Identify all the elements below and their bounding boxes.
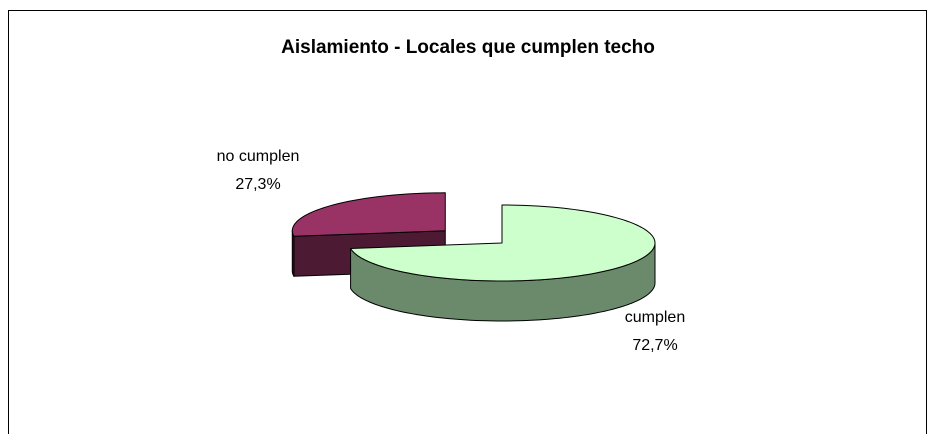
slice-value-label: 27,3% (235, 176, 280, 193)
slice-wall (291, 230, 295, 277)
slice-label: no cumplen (217, 148, 300, 165)
slice-value-label: 72,7% (632, 337, 677, 354)
slice-label: cumplen (625, 309, 685, 326)
slice (291, 192, 446, 237)
chart-title: Aislamiento - Locales que cumplen techo (281, 37, 655, 58)
slice (350, 204, 656, 282)
chart-frame (8, 10, 927, 434)
